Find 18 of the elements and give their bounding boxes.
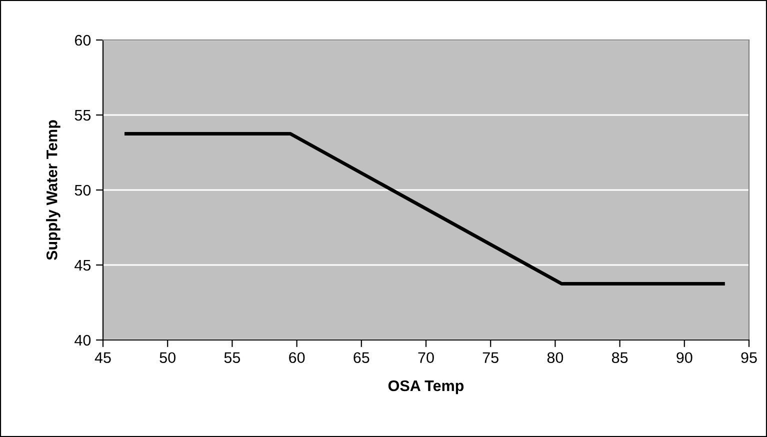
x-tick-label: 80 [547, 352, 564, 364]
x-tick-label: 50 [160, 352, 176, 364]
x-tick-label: 90 [676, 352, 692, 364]
x-tick-label: 75 [482, 352, 498, 364]
x-tick-label: 70 [418, 352, 434, 364]
y-tick-label: 60 [74, 34, 91, 46]
x-axis-title: OSA Temp [388, 380, 464, 394]
y-tick-label: 50 [74, 184, 91, 196]
x-tick-label: 60 [289, 352, 305, 364]
y-tick-label: 55 [74, 110, 91, 121]
x-tick-label: 85 [612, 352, 628, 364]
x-tick-label: 45 [94, 352, 111, 364]
y-axis-title: Supply Water Temp [46, 120, 60, 260]
y-tick-label: 45 [74, 260, 91, 271]
x-tick-label: 95 [741, 352, 757, 364]
x-tick-label: 55 [224, 352, 240, 364]
y-tick-label: 40 [74, 334, 91, 346]
x-tick-label: 65 [354, 352, 370, 364]
